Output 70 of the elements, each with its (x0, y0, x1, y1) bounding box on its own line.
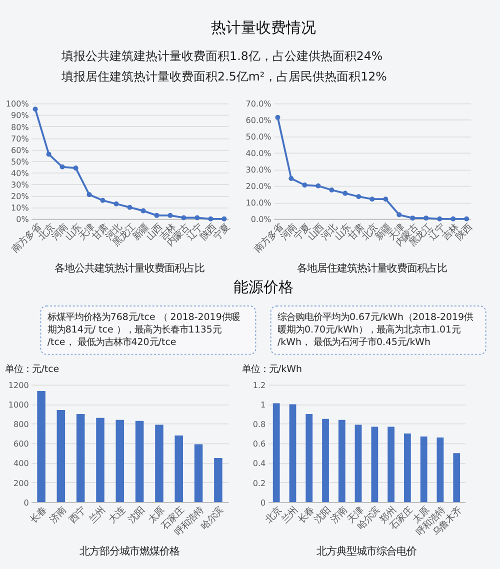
point (424, 216, 429, 221)
text: 填报公共建筑建热计量收费面积1.8亿，占公建供热面积24% (60, 48, 383, 63)
point (100, 198, 106, 203)
bar (338, 420, 346, 502)
bar (76, 414, 85, 502)
point (73, 166, 78, 171)
point (342, 190, 348, 196)
bar (96, 418, 104, 502)
point (127, 204, 132, 210)
text: 能源价格 (233, 278, 294, 296)
point (410, 216, 416, 221)
bar (354, 424, 362, 502)
y-axis-title: 单位：元/tce (5, 364, 60, 375)
point (396, 212, 402, 218)
text: 各地公共建筑热计量收费面积占比 (54, 262, 205, 274)
bar (453, 453, 460, 502)
bar (56, 410, 66, 502)
bar (289, 404, 296, 502)
point (32, 106, 38, 112)
text: 综合购电价平均为0.67元/kWh（2018-2019供暖期为0.70元/kWh），最高为北京市1.01元/kWh， 最低为石河子市0.45元/kWh (277, 312, 474, 348)
x-tick-label: 长春 (28, 505, 49, 526)
bar (37, 390, 46, 502)
text: 各地居住建筑热计量收费面积占比 (297, 262, 448, 274)
point (288, 176, 294, 181)
point (329, 188, 334, 193)
bar (214, 458, 222, 502)
point (275, 114, 280, 120)
bar (116, 420, 124, 502)
bar (155, 424, 164, 502)
bar (135, 420, 144, 502)
bar (404, 434, 411, 502)
point (194, 215, 200, 220)
bar (420, 436, 428, 502)
bar (306, 414, 313, 502)
point (140, 208, 146, 214)
x-tick-label: 兰州 (87, 505, 108, 526)
point (60, 164, 65, 170)
point (154, 212, 160, 218)
bar (174, 436, 184, 502)
x-tick-label: 西宁 (68, 505, 88, 526)
point (46, 152, 52, 157)
x-tick-label: 济南 (48, 505, 68, 526)
point (437, 216, 442, 222)
bar (388, 426, 394, 502)
point (316, 183, 321, 188)
point (302, 182, 308, 188)
point (464, 216, 470, 222)
text: 标煤平均价格为768元/tce （ 2018-2019供暖期为814元/ tce ），最高为长春市1135元/tce， 最低为吉林市420元/tce (46, 312, 240, 348)
point (383, 196, 388, 202)
point (86, 192, 92, 198)
point (222, 216, 227, 222)
bar (436, 437, 444, 502)
point (450, 216, 456, 222)
bar (371, 426, 378, 502)
bar (322, 418, 329, 502)
text: 北方部分城市燃煤价格 (80, 545, 180, 558)
bar (194, 444, 203, 502)
point (181, 215, 186, 220)
text: 填报居住建筑热计量收费面积2.5亿m²，占居民供热面积12% (60, 70, 387, 84)
x-tick-label: 大连 (106, 505, 128, 526)
point (356, 194, 362, 200)
point (114, 201, 119, 206)
point (370, 196, 375, 202)
x-tick-label: 沈阳 (126, 505, 148, 526)
text: 北方典型城市综合电价 (316, 545, 416, 558)
bar (272, 403, 280, 502)
text: 热计量收费情况 (210, 18, 316, 36)
point (168, 212, 173, 218)
y-axis-title: 单位：元/kWh (242, 364, 302, 375)
point (208, 216, 214, 222)
